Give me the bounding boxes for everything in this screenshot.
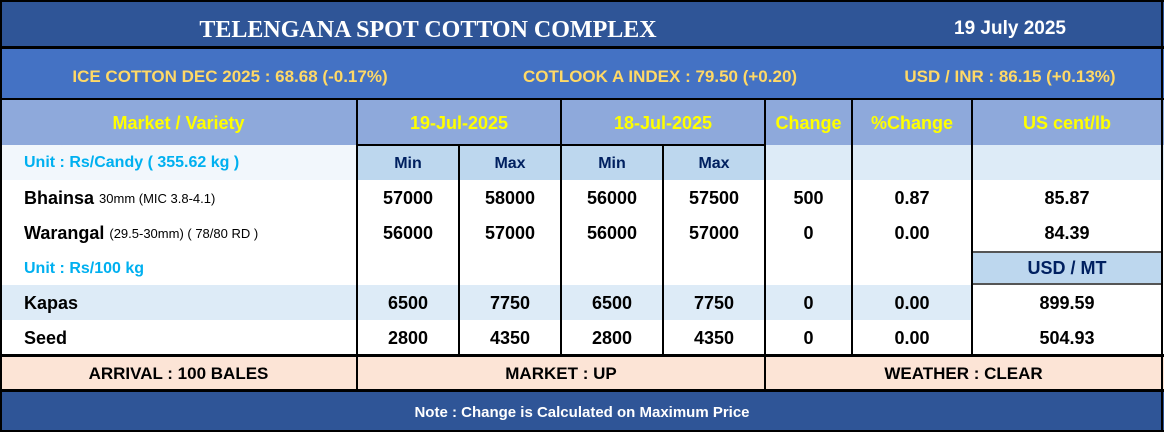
col-date1: 19-Jul-2025 — [409, 113, 509, 133]
max-label: Max — [698, 155, 730, 172]
market-status: MARKET : UP — [505, 363, 617, 383]
cell-us: 84.39 — [1044, 223, 1090, 243]
cell-max2: 4350 — [693, 328, 735, 348]
cell-change: 0 — [803, 223, 814, 243]
row-bg — [0, 320, 972, 355]
cell-min1: 6500 — [387, 293, 429, 313]
col-pct-change: %Change — [870, 113, 953, 133]
cell-max1: 7750 — [489, 293, 531, 313]
variety-detail: (29.5-30mm) ( 78/80 RD ) — [109, 226, 259, 241]
col-market: Market / Variety — [112, 113, 245, 133]
arrival: ARRIVAL : 100 BALES — [88, 363, 269, 383]
usd-inr-ticker: USD / INR : 86.15 (+0.13%) — [904, 67, 1116, 86]
cell-change: 0 — [803, 293, 814, 313]
cell-min1: 57000 — [382, 188, 434, 208]
page-title: TELENGANA SPOT COTTON COMPLEX — [199, 16, 657, 43]
cell-max1: 4350 — [489, 328, 531, 348]
col-date2: 18-Jul-2025 — [613, 113, 713, 133]
cell-min2: 56000 — [586, 188, 638, 208]
usd-mt-label: USD / MT — [972, 251, 1162, 285]
cell-max2: 7750 — [693, 293, 735, 313]
row-bg — [0, 285, 972, 320]
weather: WEATHER : CLEAR — [884, 363, 1043, 383]
col-us-cent: US cent/lb — [1022, 113, 1111, 133]
cell-pct: 0.00 — [894, 293, 930, 313]
unit-100kg: Unit : Rs/100 kg — [24, 259, 145, 277]
min-label: Min — [394, 155, 422, 172]
cell-max2: 57500 — [688, 188, 740, 208]
unit-candy: Unit : Rs/Candy ( 355.62 kg ) — [24, 153, 240, 171]
cell-pct: 0.87 — [894, 188, 930, 208]
cell-us: 899.59 — [1039, 293, 1095, 313]
cell-max2: 57000 — [688, 223, 740, 243]
variety-name: Seed — [24, 328, 68, 348]
cell-min2: 56000 — [586, 223, 638, 243]
note: Note : Change is Calculated on Maximum P… — [0, 392, 1164, 432]
variety-name: Warangal — [24, 223, 105, 243]
cell-min2: 6500 — [591, 293, 633, 313]
cell-min1: 2800 — [387, 328, 429, 348]
header-row — [0, 100, 1164, 145]
col-change: Change — [775, 113, 842, 133]
unit-row-bg2 — [765, 145, 1164, 180]
title-bar — [0, 0, 1164, 48]
ticker-bar — [0, 49, 1164, 100]
footer-bg — [0, 357, 1164, 390]
table-row-name: Warangal (29.5-30mm) ( 78/80 RD ) — [0, 215, 357, 252]
cell-change: 500 — [793, 188, 824, 208]
cell-min1: 56000 — [382, 223, 434, 243]
cell-us: 504.93 — [1039, 328, 1095, 348]
cell-min2: 2800 — [591, 328, 633, 348]
cell-max1: 57000 — [484, 223, 536, 243]
unit-row-bg — [0, 145, 357, 180]
ice-cotton-ticker: ICE COTTON DEC 2025 : 68.68 (-0.17%) — [72, 67, 388, 86]
cell-change: 0 — [803, 328, 814, 348]
table-row-name: Bhainsa 30mm (MIC 3.8-4.1) — [0, 180, 357, 217]
table-row-name: Seed — [0, 320, 357, 357]
max-label: Max — [494, 155, 526, 172]
variety-detail: 30mm (MIC 3.8-4.1) — [99, 191, 216, 206]
report-date: 19 July 2025 — [954, 18, 1066, 39]
row-bg — [0, 180, 972, 215]
variety-name: Kapas — [24, 293, 79, 313]
row-bg — [0, 215, 972, 250]
cell-pct: 0.00 — [894, 223, 930, 243]
min-label: Min — [598, 155, 626, 172]
variety-name: Bhainsa — [24, 188, 95, 208]
table-row-name: Kapas — [0, 285, 357, 322]
cell-pct: 0.00 — [894, 328, 930, 348]
cotlook-ticker: COTLOOK A INDEX : 79.50 (+0.20) — [522, 67, 798, 86]
cell-us: 85.87 — [1044, 188, 1090, 208]
cell-max1: 58000 — [484, 188, 536, 208]
